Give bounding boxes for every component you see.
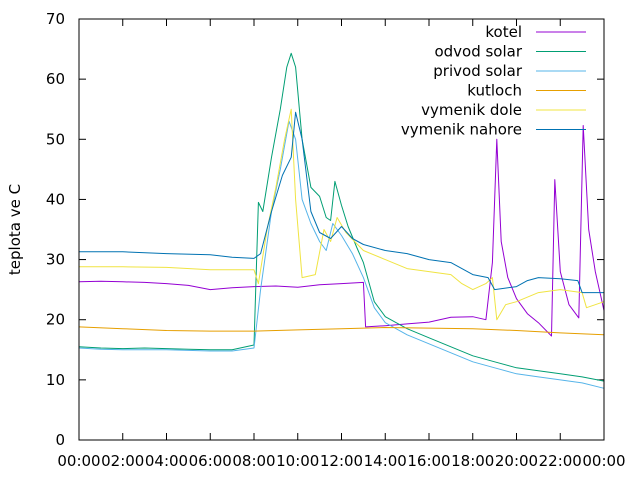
y-tick-label: 70	[46, 10, 65, 28]
x-tick-label: 12:00	[320, 452, 363, 470]
series-line-5	[79, 111, 604, 294]
x-tick-label: 14:00	[364, 452, 407, 470]
x-tick-label: 00:00	[582, 452, 625, 470]
legend-label: privod solar	[433, 62, 523, 80]
y-tick-label: 50	[46, 130, 65, 148]
x-tick-label: 10:00	[276, 452, 319, 470]
y-axis-label: teplota ve C	[6, 184, 24, 275]
series-line-2	[78, 120, 605, 389]
x-tick-label: 06:00	[189, 452, 232, 470]
x-tick-label: 08:00	[232, 452, 275, 470]
x-tick-label: 00:00	[57, 452, 100, 470]
legend-label: odvod solar	[434, 43, 522, 61]
x-tick-label: 20:00	[495, 452, 538, 470]
y-tick-label: 0	[55, 431, 65, 449]
y-tick-label: 60	[46, 70, 65, 88]
y-tick-label: 30	[46, 251, 65, 269]
series-line-4	[79, 108, 605, 321]
legend-label: vymenik dole	[421, 101, 522, 119]
x-tick-label: 22:00	[539, 452, 582, 470]
axes: 00:00 02:00 04:00 06:00 08:00 10:00 12:00 14:00…	[46, 10, 626, 470]
series-line-0	[78, 125, 605, 337]
x-tick-label: 04:00	[145, 452, 188, 470]
series-line-3	[78, 326, 605, 336]
legend-label: kotel	[485, 23, 522, 41]
legend-label: kutloch	[467, 82, 522, 100]
x-tick-label: 18:00	[451, 452, 494, 470]
series-line-1	[78, 52, 605, 382]
x-tick-label: 02:00	[101, 452, 144, 470]
y-tick-label: 40	[46, 190, 65, 208]
plot-frame	[78, 18, 605, 441]
x-tick-label: 16:00	[407, 452, 450, 470]
legend-label: vymenik nahore	[401, 121, 522, 139]
series-lines	[78, 52, 605, 389]
y-tick-label: 10	[46, 371, 65, 389]
y-tick-label: 20	[46, 311, 65, 329]
